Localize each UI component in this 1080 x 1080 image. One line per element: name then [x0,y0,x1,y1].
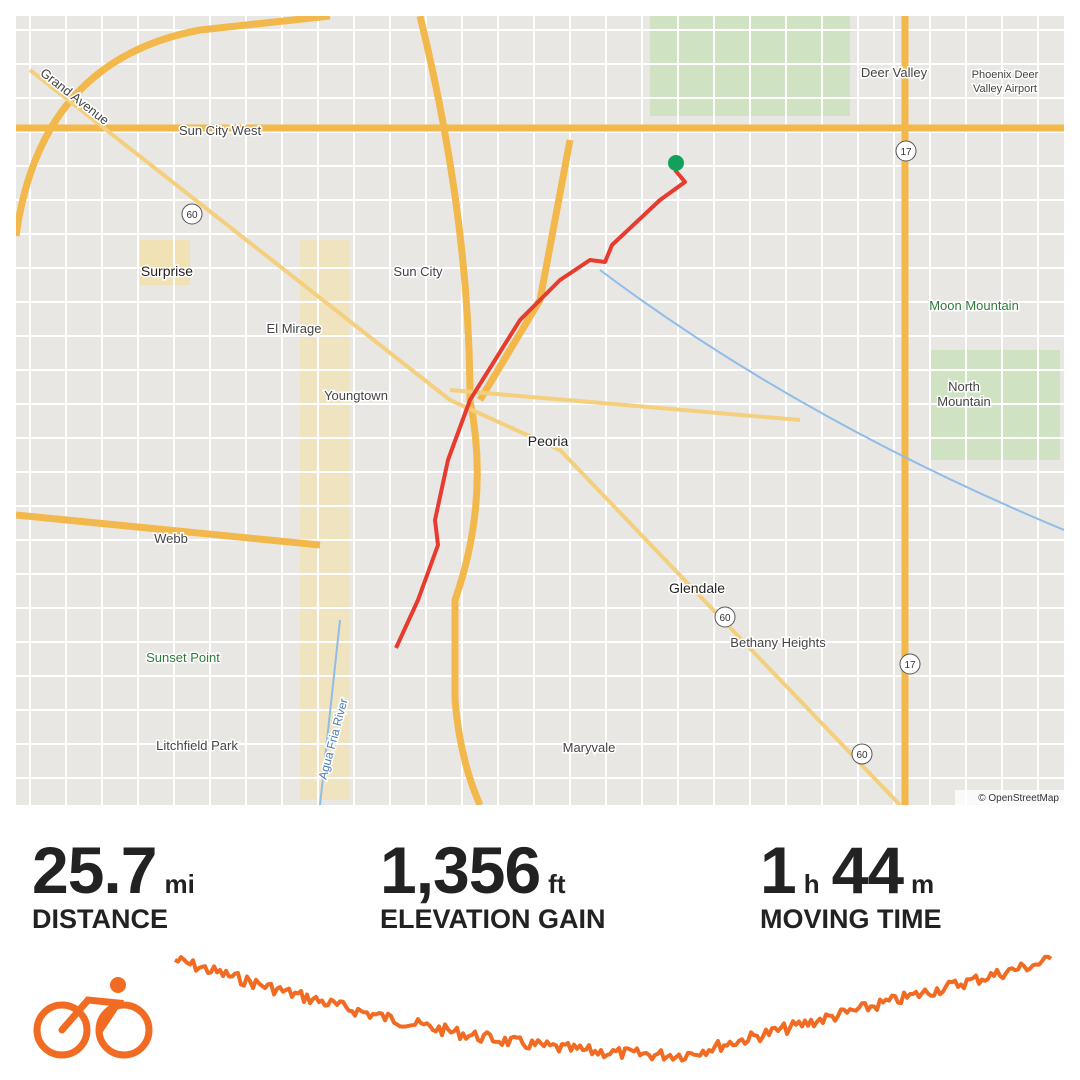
cycling-icon [33,977,153,1059]
map-label: Moon Mountain [929,298,1019,313]
elevation-profile [174,954,1053,1063]
map-label: Sun City [393,264,443,279]
map-label: Deer Valley [861,65,928,80]
map-label: Phoenix Deer [972,69,1039,81]
route [394,168,687,649]
map-label: Sun City West [179,123,262,138]
stat-unit: mi [164,869,195,899]
map-label: El Mirage [267,321,322,336]
shield: 60 [714,606,736,628]
stat-label: MOVING TIME [760,904,942,934]
shield-text: 17 [900,147,912,158]
shield: 60 [851,743,873,765]
stat-unit: m [911,869,935,899]
map-label: Surprise [141,263,193,279]
stat: 1,356 ft ELEVATION GAIN [380,832,606,935]
map-label: Glendale [669,580,725,596]
stat-value: 25.7 [32,833,157,907]
map-label: Maryvale [563,740,616,755]
shield-text: 17 [904,660,916,671]
stat-unit: ft [548,869,566,899]
shield-text: 60 [719,613,731,624]
shield: 17 [895,140,917,162]
map-label: Webb [154,531,188,546]
map-label: Valley Airport [973,83,1037,95]
stat-value: 44 [831,833,904,907]
shield: 17 [899,653,921,675]
start-marker [668,155,684,171]
map-label: Peoria [528,433,569,449]
map-label: Bethany Heights [730,635,826,650]
map-label: Mountain [937,394,990,409]
stat-label: DISTANCE [32,904,169,934]
map-label: Sunset Point [146,650,220,665]
stat-unit: h [803,869,820,899]
shield: 60 [181,203,203,225]
shield-text: 60 [856,750,868,761]
attribution: © OpenStreetMap [978,793,1059,804]
stat-value: 1,356 [380,833,541,907]
stat-value: 1 [760,833,797,907]
map-label: Litchfield Park [156,738,238,753]
stat-label: ELEVATION GAIN [380,904,606,934]
stat: 1 h 44 m MOVING TIME [760,832,946,935]
map-label: North [948,379,980,394]
shield-text: 60 [186,210,198,221]
map-label: Youngtown [324,388,388,403]
map: Grand Avenue Sun City West Deer Valley P… [16,16,1064,805]
stat: 25.7 mi DISTANCE [32,832,207,935]
